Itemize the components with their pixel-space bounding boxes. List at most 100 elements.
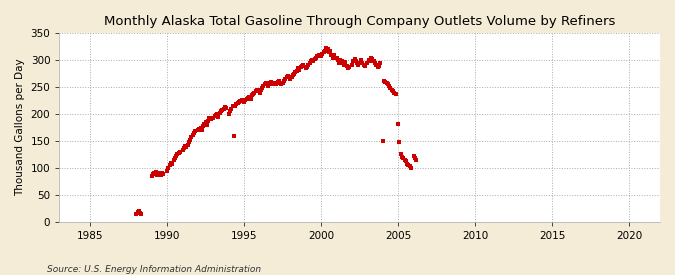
Point: [173, 151, 184, 155]
Text: Source: U.S. Energy Information Administration: Source: U.S. Energy Information Administ…: [47, 265, 261, 274]
Point: [136, 212, 147, 216]
Point: [400, 159, 411, 164]
Point: [175, 150, 186, 154]
Point: [343, 66, 354, 70]
Point: [279, 78, 290, 83]
Point: [266, 79, 277, 84]
Point: [232, 101, 243, 106]
Point: [309, 57, 320, 61]
Point: [236, 97, 247, 102]
Point: [153, 172, 163, 176]
Point: [402, 161, 412, 166]
Point: [178, 146, 189, 150]
Point: [245, 97, 256, 101]
Point: [320, 48, 331, 53]
Point: [262, 82, 273, 87]
Point: [196, 128, 207, 133]
Point: [303, 62, 314, 67]
Point: [338, 61, 348, 65]
Point: [151, 173, 162, 177]
Point: [225, 109, 236, 114]
Point: [356, 58, 367, 62]
Point: [293, 66, 304, 70]
Point: [362, 61, 373, 65]
Point: [228, 133, 239, 138]
Point: [234, 100, 244, 104]
Point: [349, 57, 360, 61]
Point: [302, 65, 313, 69]
Point: [275, 81, 286, 85]
Point: [158, 172, 169, 177]
Point: [377, 139, 388, 143]
Point: [307, 58, 318, 62]
Point: [209, 114, 220, 119]
Point: [218, 106, 229, 111]
Point: [185, 138, 196, 142]
Point: [181, 145, 192, 150]
Point: [331, 55, 342, 60]
Point: [316, 54, 327, 58]
Point: [321, 46, 331, 51]
Point: [404, 164, 415, 169]
Point: [346, 62, 357, 67]
Point: [168, 158, 179, 162]
Point: [294, 68, 304, 72]
Point: [410, 156, 421, 160]
Point: [387, 89, 398, 94]
Point: [296, 64, 307, 68]
Point: [357, 61, 368, 65]
Point: [163, 166, 173, 170]
Point: [194, 126, 205, 131]
Point: [396, 152, 406, 157]
Point: [252, 88, 263, 92]
Point: [195, 125, 206, 130]
Point: [397, 155, 408, 159]
Point: [319, 50, 329, 54]
Point: [403, 163, 414, 167]
Point: [155, 173, 166, 178]
Point: [350, 59, 361, 64]
Point: [375, 61, 385, 65]
Point: [188, 132, 198, 137]
Point: [326, 53, 337, 57]
Point: [277, 81, 288, 85]
Point: [172, 152, 183, 157]
Point: [190, 129, 200, 133]
Point: [288, 73, 298, 78]
Point: [267, 82, 277, 87]
Point: [211, 113, 221, 117]
Point: [323, 50, 334, 54]
Point: [242, 97, 252, 101]
Point: [333, 61, 344, 65]
Point: [226, 106, 237, 111]
Point: [411, 158, 422, 162]
Point: [306, 59, 317, 64]
Point: [398, 156, 408, 160]
Point: [200, 120, 211, 124]
Point: [373, 64, 384, 68]
Point: [272, 79, 283, 84]
Point: [249, 90, 260, 95]
Point: [250, 89, 261, 94]
Point: [381, 81, 392, 85]
Point: [290, 70, 301, 74]
Point: [201, 123, 212, 127]
Point: [273, 78, 284, 83]
Point: [213, 115, 224, 119]
Point: [231, 102, 242, 107]
Point: [383, 82, 394, 87]
Point: [308, 59, 319, 64]
Point: [258, 84, 269, 88]
Point: [162, 168, 173, 173]
Point: [134, 209, 144, 213]
Point: [281, 75, 292, 80]
Point: [131, 211, 142, 216]
Point: [148, 172, 159, 177]
Point: [244, 95, 254, 99]
Point: [261, 81, 271, 85]
Point: [246, 93, 257, 97]
Point: [380, 79, 391, 84]
Point: [312, 54, 323, 58]
Point: [313, 53, 324, 57]
Point: [358, 62, 369, 67]
